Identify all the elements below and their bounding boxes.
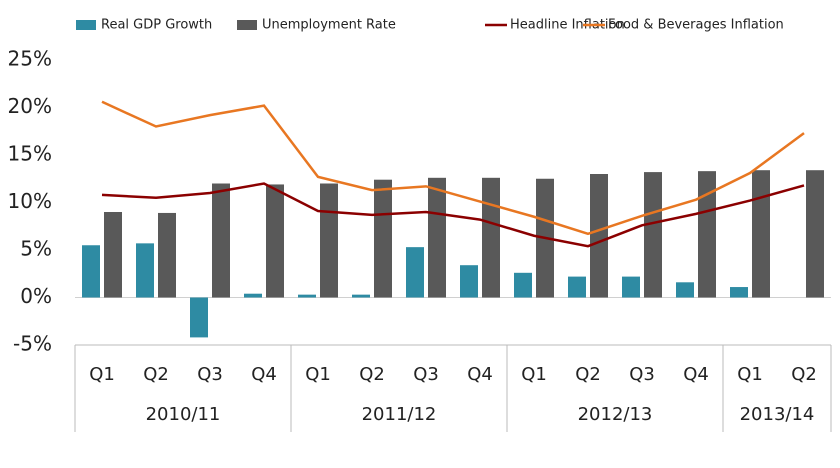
legend-label: Unemployment Rate <box>262 18 396 33</box>
bar <box>298 294 316 298</box>
group-label: 2013/14 <box>740 404 815 425</box>
bar <box>806 170 824 298</box>
y-tick-label: 15% <box>8 142 52 166</box>
x-tick-label: Q1 <box>521 364 547 385</box>
bar <box>82 245 100 298</box>
x-tick-label: Q2 <box>143 364 169 385</box>
bar <box>460 265 478 298</box>
x-tick-label: Q2 <box>791 364 817 385</box>
bar <box>158 212 176 298</box>
group-label: 2010/11 <box>146 404 221 425</box>
y-tick-label: 10% <box>8 189 52 213</box>
legend-label: Headline Inflation <box>510 18 625 33</box>
bar <box>514 272 532 298</box>
group-label: 2012/13 <box>578 404 653 425</box>
bar <box>730 287 748 298</box>
bar <box>644 172 662 298</box>
bar <box>374 179 392 298</box>
legend-swatch <box>76 20 96 30</box>
bar <box>244 293 262 298</box>
x-tick-label: Q4 <box>467 364 493 385</box>
legend-label: Real GDP Growth <box>101 18 212 33</box>
bar <box>568 276 586 298</box>
legend-label: Food & Beverages Inflation <box>608 18 784 33</box>
y-tick-label: 20% <box>8 94 52 118</box>
bar <box>136 243 154 298</box>
x-tick-label: Q3 <box>629 364 655 385</box>
x-tick-label: Q1 <box>89 364 115 385</box>
x-tick-label: Q4 <box>251 364 277 385</box>
bar <box>320 183 338 298</box>
group-label: 2011/12 <box>362 404 437 425</box>
bar <box>590 174 608 298</box>
y-tick-label: 25% <box>8 47 52 71</box>
bar <box>622 276 640 298</box>
bar <box>752 170 770 298</box>
bar <box>698 171 716 298</box>
y-tick-label: -5% <box>13 332 52 356</box>
bar <box>266 184 284 298</box>
x-tick-label: Q1 <box>737 364 763 385</box>
x-tick-label: Q4 <box>683 364 709 385</box>
bar <box>428 177 446 298</box>
x-tick-label: Q2 <box>359 364 385 385</box>
y-tick-label: 0% <box>20 284 52 308</box>
bar <box>104 212 122 298</box>
line <box>101 100 805 236</box>
bar <box>190 297 208 338</box>
line <box>101 182 805 248</box>
bar <box>352 294 370 298</box>
x-tick-label: Q3 <box>413 364 439 385</box>
bar <box>676 282 694 298</box>
bar <box>406 247 424 298</box>
x-tick-label: Q2 <box>575 364 601 385</box>
x-tick-label: Q1 <box>305 364 331 385</box>
y-tick-label: 5% <box>20 237 52 261</box>
x-tick-label: Q3 <box>197 364 223 385</box>
bar <box>482 177 500 298</box>
bar <box>212 183 230 298</box>
legend-swatch <box>237 20 257 30</box>
